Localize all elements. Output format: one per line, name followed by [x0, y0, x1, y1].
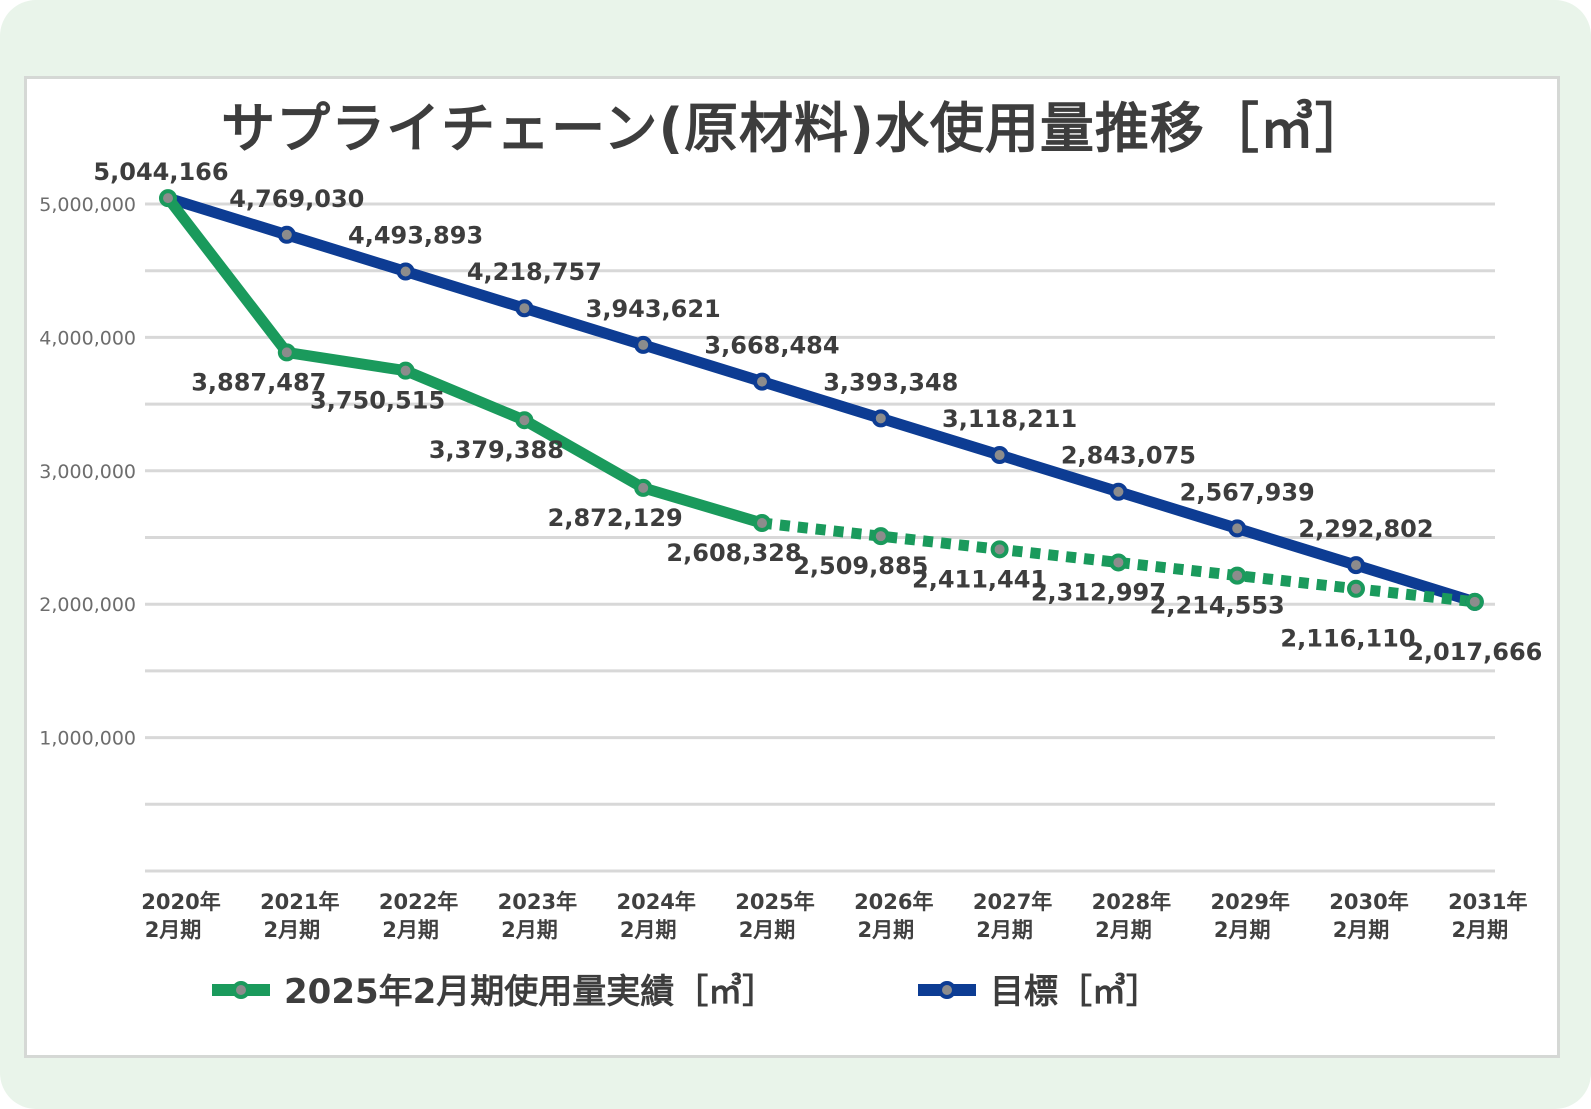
x-tick-label: 2020年: [141, 890, 220, 914]
actual-data-label: 2,608,328: [666, 539, 801, 567]
actual-data-label: 2,214,553: [1150, 592, 1285, 620]
x-tick-label: 2月期: [1333, 918, 1390, 942]
actual-data-label: 3,379,388: [429, 436, 564, 464]
actual-point: [396, 361, 415, 380]
actual-data-label: 2,509,885: [793, 552, 928, 580]
target-point: [1109, 482, 1128, 501]
actual-data-label: 2,411,441: [912, 565, 1047, 593]
chart-title: サプライチェーン(原材料)水使用量推移［㎥］: [221, 97, 1370, 160]
y-axis-ticks: 5,000,000 4,000,000 3,000,000 2,000,000 1,00…: [39, 194, 136, 750]
target-series-line: [162, 192, 1481, 608]
series: [159, 189, 1484, 611]
actual-data-label: 2,116,110: [1280, 625, 1415, 653]
target-point: [396, 262, 415, 281]
actual-data-label: 2,312,997: [1031, 578, 1166, 606]
target-point: [634, 335, 653, 354]
target-point: [1347, 556, 1365, 575]
legend-target-label: 目標［㎥］: [990, 972, 1160, 1012]
legend-actual-label: 2025年2月期使用量実績［㎥］: [284, 972, 776, 1012]
target-data-label: 3,668,484: [704, 332, 839, 360]
target-data-label: 3,118,211: [942, 405, 1077, 433]
y-tick-label: 2,000,000: [39, 594, 136, 616]
target-point: [871, 409, 890, 428]
actual-point: [277, 343, 296, 362]
y-tick-label: 1,000,000: [39, 728, 136, 750]
x-tick-label: 2月期: [976, 918, 1033, 942]
x-tick-label: 2月期: [620, 918, 677, 942]
x-tick-label: 2024年: [616, 890, 695, 914]
x-tick-label: 2025年: [735, 890, 814, 914]
x-tick-label: 2031年: [1448, 890, 1527, 914]
legend-target-marker: [938, 981, 956, 999]
x-tick-label: 2月期: [739, 918, 796, 942]
x-tick-label: 2月期: [145, 918, 202, 942]
x-tick-label: 2023年: [498, 890, 577, 914]
target-data-label: 2,292,802: [1298, 515, 1433, 543]
x-axis-ticks: 2020年 2月期 2021年 2月期 2022年 2月期 2023年 2月期 2024年 2月期…: [141, 890, 1527, 942]
x-tick-label: 2027年: [973, 890, 1052, 914]
target-data-label: 5,044,166: [93, 158, 228, 186]
actual-point: [634, 478, 653, 497]
actual-data-label: 3,887,487: [191, 368, 326, 396]
actual-point: [159, 189, 177, 208]
y-tick-label: 4,000,000: [39, 327, 136, 349]
x-tick-label: 2030年: [1329, 890, 1408, 914]
x-tick-label: 2028年: [1092, 890, 1171, 914]
actual-data-label: 2,017,666: [1407, 638, 1542, 666]
x-tick-label: 2月期: [1214, 918, 1271, 942]
actual-point: [871, 527, 890, 546]
x-tick-label: 2月期: [501, 918, 558, 942]
target-point: [1228, 519, 1247, 538]
legend: 2025年2月期使用量実績［㎥］ 目標［㎥］: [212, 972, 1160, 1012]
x-tick-label: 2月期: [382, 918, 439, 942]
x-tick-label: 2月期: [1095, 918, 1152, 942]
actual-point: [990, 540, 1009, 559]
y-tick-label: 5,000,000: [39, 194, 136, 216]
actual-point: [1228, 566, 1247, 585]
target-data-label: 4,218,757: [467, 258, 602, 286]
target-point: [277, 225, 296, 244]
x-tick-label: 2029年: [1210, 890, 1289, 914]
target-data-label: 4,493,893: [348, 222, 483, 250]
actual-point: [515, 411, 534, 430]
x-tick-label: 2月期: [857, 918, 914, 942]
legend-actual-marker: [232, 981, 250, 999]
target-data-label: 3,393,348: [823, 368, 958, 396]
target-point: [753, 372, 771, 391]
target-data-label: 3,943,621: [586, 295, 721, 323]
actual-data-label: 2,872,129: [548, 504, 683, 532]
y-tick-label: 3,000,000: [39, 461, 136, 483]
x-tick-label: 2月期: [1451, 918, 1508, 942]
x-tick-label: 2026年: [854, 890, 933, 914]
actual-point: [1347, 579, 1365, 598]
actual-point: [1109, 553, 1128, 572]
actual-point: [1465, 592, 1484, 611]
gridlines: [145, 202, 1495, 873]
target-data-label: 2,567,939: [1180, 478, 1315, 506]
target-point: [515, 299, 534, 318]
actual-series-line: [162, 192, 768, 529]
actual-data-label: 3,750,515: [310, 387, 445, 415]
target-data-label: 2,843,075: [1061, 442, 1196, 470]
x-tick-label: 2月期: [263, 918, 320, 942]
actual-point: [753, 514, 771, 533]
x-tick-label: 2022年: [379, 890, 458, 914]
target-data-label: 4,769,030: [229, 185, 364, 213]
target-point: [990, 446, 1009, 465]
x-tick-label: 2021年: [260, 890, 339, 914]
